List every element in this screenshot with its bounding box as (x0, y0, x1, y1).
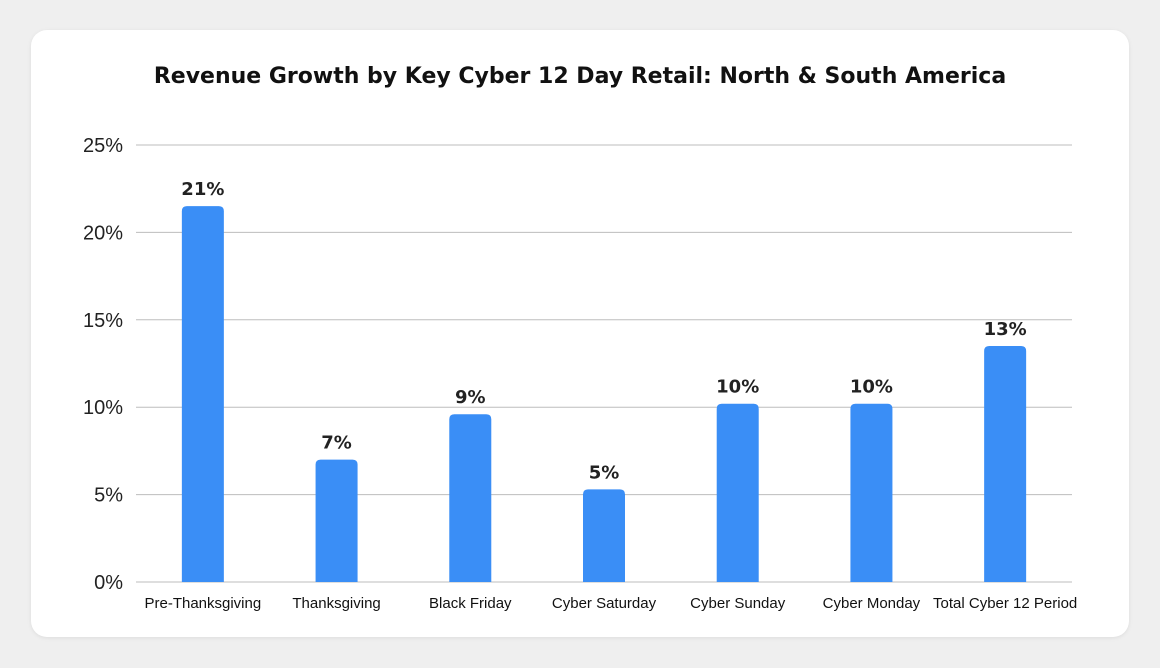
y-tick-label: 5% (94, 485, 123, 507)
chart-title: Revenue Growth by Key Cyber 12 Day Retai… (154, 64, 1006, 89)
bar (181, 206, 224, 582)
data-label: 7% (321, 433, 352, 454)
data-label: 9% (455, 387, 486, 408)
data-label: 5% (589, 462, 620, 483)
x-tick-label: Pre-Thanksgiving (144, 595, 261, 612)
y-axis-ticks: 0% 5% 10% 15% 20% 25% (83, 135, 123, 594)
y-tick-label: 0% (94, 572, 123, 594)
y-tick-label: 10% (83, 397, 123, 419)
bar (716, 403, 759, 582)
bar (315, 459, 358, 582)
x-tick-label: Black Friday (429, 595, 512, 612)
data-label: 21% (181, 179, 224, 200)
bar (984, 346, 1027, 582)
x-tick-label: Thanksgiving (292, 595, 380, 612)
y-tick-label: 20% (83, 222, 123, 244)
y-tick-label: 25% (83, 135, 123, 157)
bars (181, 206, 1027, 582)
data-label: 10% (716, 377, 759, 398)
data-labels: 21% 7% 9% 5% 10% 10% 13% (181, 179, 1026, 483)
y-tick-label: 15% (83, 310, 123, 332)
data-label: 13% (984, 319, 1027, 340)
x-tick-label: Cyber Monday (823, 595, 921, 612)
data-label: 10% (850, 377, 893, 398)
bar (583, 489, 625, 582)
x-tick-label: Cyber Saturday (552, 595, 657, 612)
bar (850, 403, 893, 582)
x-tick-label: Cyber Sunday (690, 595, 786, 612)
x-tick-label: Total Cyber 12 Period (933, 595, 1077, 612)
x-axis-ticks: Pre-Thanksgiving Thanksgiving Black Friday… (144, 595, 1077, 612)
bar (449, 414, 492, 582)
